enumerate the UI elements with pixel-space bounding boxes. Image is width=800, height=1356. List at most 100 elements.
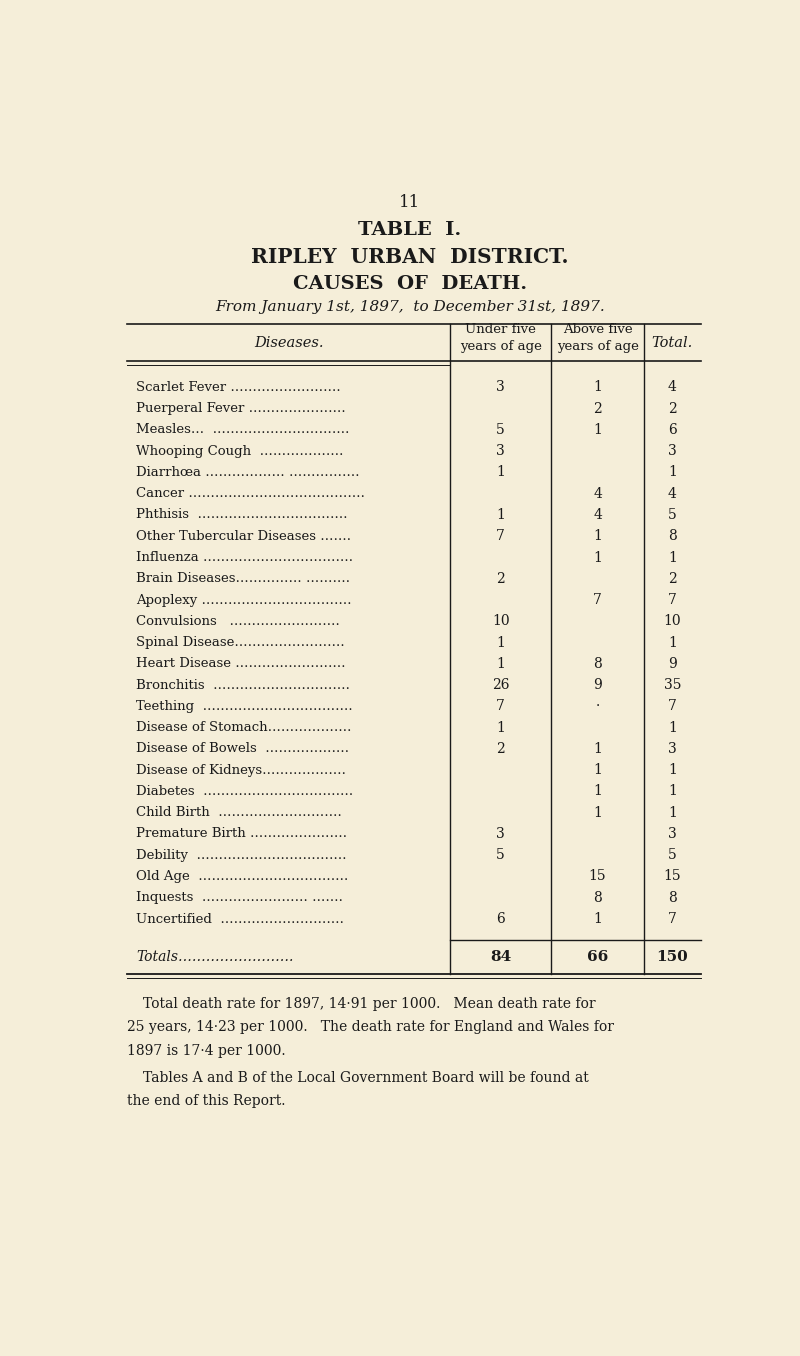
Text: 10: 10 [663, 614, 681, 628]
Text: 1: 1 [593, 381, 602, 395]
Text: CAUSES  OF  DEATH.: CAUSES OF DEATH. [293, 275, 527, 293]
Text: 35: 35 [663, 678, 681, 692]
Text: Under five
years of age: Under five years of age [460, 323, 542, 354]
Text: 6: 6 [496, 913, 505, 926]
Text: Disease of Bowels  ……………….: Disease of Bowels ………………. [137, 742, 350, 755]
Text: Diarrhœa ……………… …………….: Diarrhœa ……………… ……………. [137, 466, 360, 479]
Text: 1: 1 [668, 465, 677, 480]
Text: Debility  …………………………….: Debility ……………………………. [137, 849, 347, 861]
Text: Total.: Total. [652, 336, 693, 350]
Text: 1: 1 [593, 805, 602, 819]
Text: 7: 7 [668, 913, 677, 926]
Text: Bronchitis  ………………………….: Bronchitis …………………………. [137, 678, 350, 692]
Text: 8: 8 [668, 891, 677, 904]
Text: 1: 1 [496, 720, 505, 735]
Text: Tables A and B of the Local Government Board will be found at: Tables A and B of the Local Government B… [142, 1071, 588, 1085]
Text: 25 years, 14·23 per 1000.   The death rate for England and Wales for: 25 years, 14·23 per 1000. The death rate… [127, 1021, 614, 1035]
Text: 7: 7 [496, 700, 505, 713]
Text: 6: 6 [668, 423, 677, 437]
Text: 8: 8 [593, 891, 602, 904]
Text: 1: 1 [496, 656, 505, 671]
Text: 4: 4 [593, 508, 602, 522]
Text: 7: 7 [593, 593, 602, 607]
Text: 3: 3 [496, 827, 505, 841]
Text: 9: 9 [668, 656, 677, 671]
Text: 3: 3 [668, 827, 677, 841]
Text: Puerperal Fever ………………….: Puerperal Fever …………………. [137, 403, 346, 415]
Text: Diabetes  …………………………….: Diabetes ……………………………. [137, 785, 354, 797]
Text: Convulsions   …………………….: Convulsions ……………………. [137, 614, 340, 628]
Text: 150: 150 [657, 951, 688, 964]
Text: 7: 7 [668, 593, 677, 607]
Text: Whooping Cough  ……………….: Whooping Cough ………………. [137, 445, 344, 458]
Text: Disease of Kidneys……………….: Disease of Kidneys………………. [137, 763, 346, 777]
Text: 4: 4 [668, 381, 677, 395]
Text: Other Tubercular Diseases …….: Other Tubercular Diseases ……. [137, 530, 351, 542]
Text: Uncertified  ……………………….: Uncertified ………………………. [137, 913, 344, 926]
Text: 3: 3 [668, 742, 677, 755]
Text: 3: 3 [668, 445, 677, 458]
Text: Influenza …………………………….: Influenza ……………………………. [137, 551, 354, 564]
Text: 2: 2 [496, 572, 505, 586]
Text: Heart Disease …………………….: Heart Disease ……………………. [137, 658, 346, 670]
Text: Above five
years of age: Above five years of age [557, 323, 638, 354]
Text: 1: 1 [496, 636, 505, 650]
Text: 2: 2 [593, 401, 602, 416]
Text: 1: 1 [668, 720, 677, 735]
Text: 1: 1 [668, 636, 677, 650]
Text: Teething  …………………………….: Teething ……………………………. [137, 700, 353, 713]
Text: ·: · [595, 700, 600, 713]
Text: Phthisis  …………………………….: Phthisis ……………………………. [137, 508, 348, 522]
Text: 5: 5 [668, 849, 677, 862]
Text: 3: 3 [496, 445, 505, 458]
Text: Totals…………………….: Totals……………………. [137, 951, 294, 964]
Text: 5: 5 [668, 508, 677, 522]
Text: Disease of Stomach……………….: Disease of Stomach………………. [137, 721, 352, 734]
Text: Child Birth  ……………………….: Child Birth ………………………. [137, 807, 342, 819]
Text: 1: 1 [496, 465, 505, 480]
Text: 1: 1 [496, 508, 505, 522]
Text: 1: 1 [668, 763, 677, 777]
Text: 1: 1 [668, 805, 677, 819]
Text: 1: 1 [593, 423, 602, 437]
Text: 15: 15 [663, 869, 681, 884]
Text: TABLE  I.: TABLE I. [358, 221, 462, 239]
Text: 2: 2 [668, 572, 677, 586]
Text: 3: 3 [496, 381, 505, 395]
Text: 7: 7 [668, 700, 677, 713]
Text: 1: 1 [593, 551, 602, 564]
Text: Old Age  …………………………….: Old Age ……………………………. [137, 871, 349, 883]
Text: 15: 15 [589, 869, 606, 884]
Text: 1: 1 [593, 784, 602, 799]
Text: 9: 9 [593, 678, 602, 692]
Text: 5: 5 [496, 423, 505, 437]
Text: Cancer ………………………………….: Cancer …………………………………. [137, 487, 366, 500]
Text: 1: 1 [593, 529, 602, 544]
Text: 1897 is 17·4 per 1000.: 1897 is 17·4 per 1000. [127, 1044, 286, 1058]
Text: 7: 7 [496, 529, 505, 544]
Text: Spinal Disease…………………….: Spinal Disease……………………. [137, 636, 345, 650]
Text: Measles…  ………………………….: Measles… …………………………. [137, 423, 350, 437]
Text: From January 1st, 1897,  to December 31st, 1897.: From January 1st, 1897, to December 31st… [215, 300, 605, 313]
Text: RIPLEY  URBAN  DISTRICT.: RIPLEY URBAN DISTRICT. [251, 247, 569, 267]
Text: Scarlet Fever …………………….: Scarlet Fever ……………………. [137, 381, 341, 393]
Text: 11: 11 [399, 194, 421, 212]
Text: 66: 66 [587, 951, 608, 964]
Text: Apoplexy …………………………….: Apoplexy ……………………………. [137, 594, 352, 606]
Text: 5: 5 [496, 849, 505, 862]
Text: 2: 2 [496, 742, 505, 755]
Text: 1: 1 [593, 913, 602, 926]
Text: 1: 1 [593, 763, 602, 777]
Text: 4: 4 [668, 487, 677, 500]
Text: 1: 1 [668, 551, 677, 564]
Text: 4: 4 [593, 487, 602, 500]
Text: Diseases.: Diseases. [254, 336, 323, 350]
Text: Brain Diseases…………… ……….: Brain Diseases…………… ………. [137, 572, 350, 586]
Text: 26: 26 [492, 678, 510, 692]
Text: 8: 8 [593, 656, 602, 671]
Text: 1: 1 [593, 742, 602, 755]
Text: 1: 1 [668, 784, 677, 799]
Text: 10: 10 [492, 614, 510, 628]
Text: the end of this Report.: the end of this Report. [127, 1094, 286, 1108]
Text: 2: 2 [668, 401, 677, 416]
